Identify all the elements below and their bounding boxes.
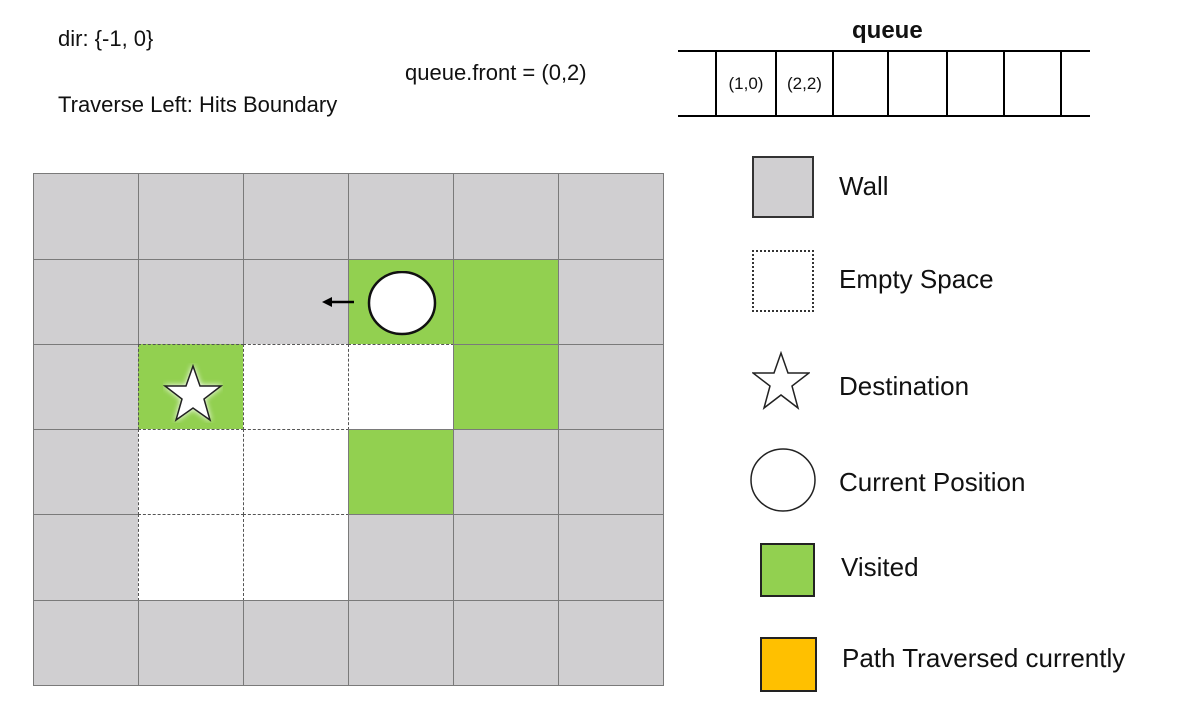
legend-current-label: Current Position — [839, 467, 1026, 497]
current-position-icon — [367, 271, 437, 336]
grid-cell — [243, 173, 349, 260]
grid-cell — [243, 429, 349, 515]
grid-cell — [558, 344, 664, 430]
grid-cell — [348, 600, 454, 686]
legend-empty-label: Empty Space — [839, 264, 994, 294]
grid-cell — [453, 173, 559, 260]
grid-cell — [558, 259, 664, 345]
grid-cell — [453, 259, 559, 345]
status-text: Traverse Left: Hits Boundary — [58, 92, 338, 117]
grid-cell — [243, 344, 349, 430]
grid-cell — [453, 429, 559, 515]
grid-cell — [348, 429, 454, 515]
grid-cell — [243, 514, 349, 601]
queue-cell — [1003, 52, 1060, 115]
grid-cell — [138, 429, 244, 515]
queue-title: queue — [852, 17, 923, 44]
grid-cell — [348, 514, 454, 601]
grid-cell — [348, 173, 454, 260]
grid-cell — [243, 600, 349, 686]
grid-cell — [33, 600, 139, 686]
grid-cell — [558, 600, 664, 686]
legend-visited-swatch — [760, 543, 815, 597]
queue-cell — [887, 52, 946, 115]
legend-visited-label: Visited — [841, 552, 919, 582]
grid-cell — [33, 344, 139, 430]
queue-cell: (1,0) — [715, 52, 775, 115]
maze-grid — [33, 173, 664, 686]
grid-cell — [558, 514, 664, 601]
left-arrow-icon — [322, 297, 354, 307]
destination-star-icon — [163, 363, 223, 422]
legend-empty-swatch — [752, 250, 814, 312]
legend-destination-label: Destination — [839, 371, 970, 401]
grid-cell — [138, 173, 244, 260]
grid-cell — [33, 259, 139, 345]
queue-front-text: queue.front = (0,2) — [405, 60, 587, 85]
grid-cell — [138, 514, 244, 601]
grid-cell — [453, 344, 559, 430]
legend-path-label: Path Traversed currently — [842, 643, 1126, 673]
grid-cell — [138, 600, 244, 686]
grid-cell — [138, 259, 244, 345]
circle-icon — [750, 448, 816, 512]
queue-cell — [946, 52, 1003, 115]
direction-text: dir: {-1, 0} — [58, 26, 154, 51]
grid-cell — [453, 514, 559, 601]
grid-cell — [33, 173, 139, 260]
grid-cell — [33, 429, 139, 515]
legend-wall-swatch — [752, 156, 814, 218]
grid-cell — [558, 173, 664, 260]
queue-cell — [1060, 52, 1090, 115]
grid-cell — [348, 344, 454, 430]
grid-cell — [453, 600, 559, 686]
legend-wall-label: Wall — [839, 171, 889, 201]
grid-cell — [33, 514, 139, 601]
queue-cell — [832, 52, 887, 115]
star-icon — [752, 351, 810, 410]
grid-cell — [558, 429, 664, 515]
legend-path-swatch — [760, 637, 817, 692]
queue-cell: (2,2) — [775, 52, 832, 115]
queue-cell — [678, 52, 715, 115]
queue-container: (1,0) (2,2) — [678, 50, 1090, 117]
